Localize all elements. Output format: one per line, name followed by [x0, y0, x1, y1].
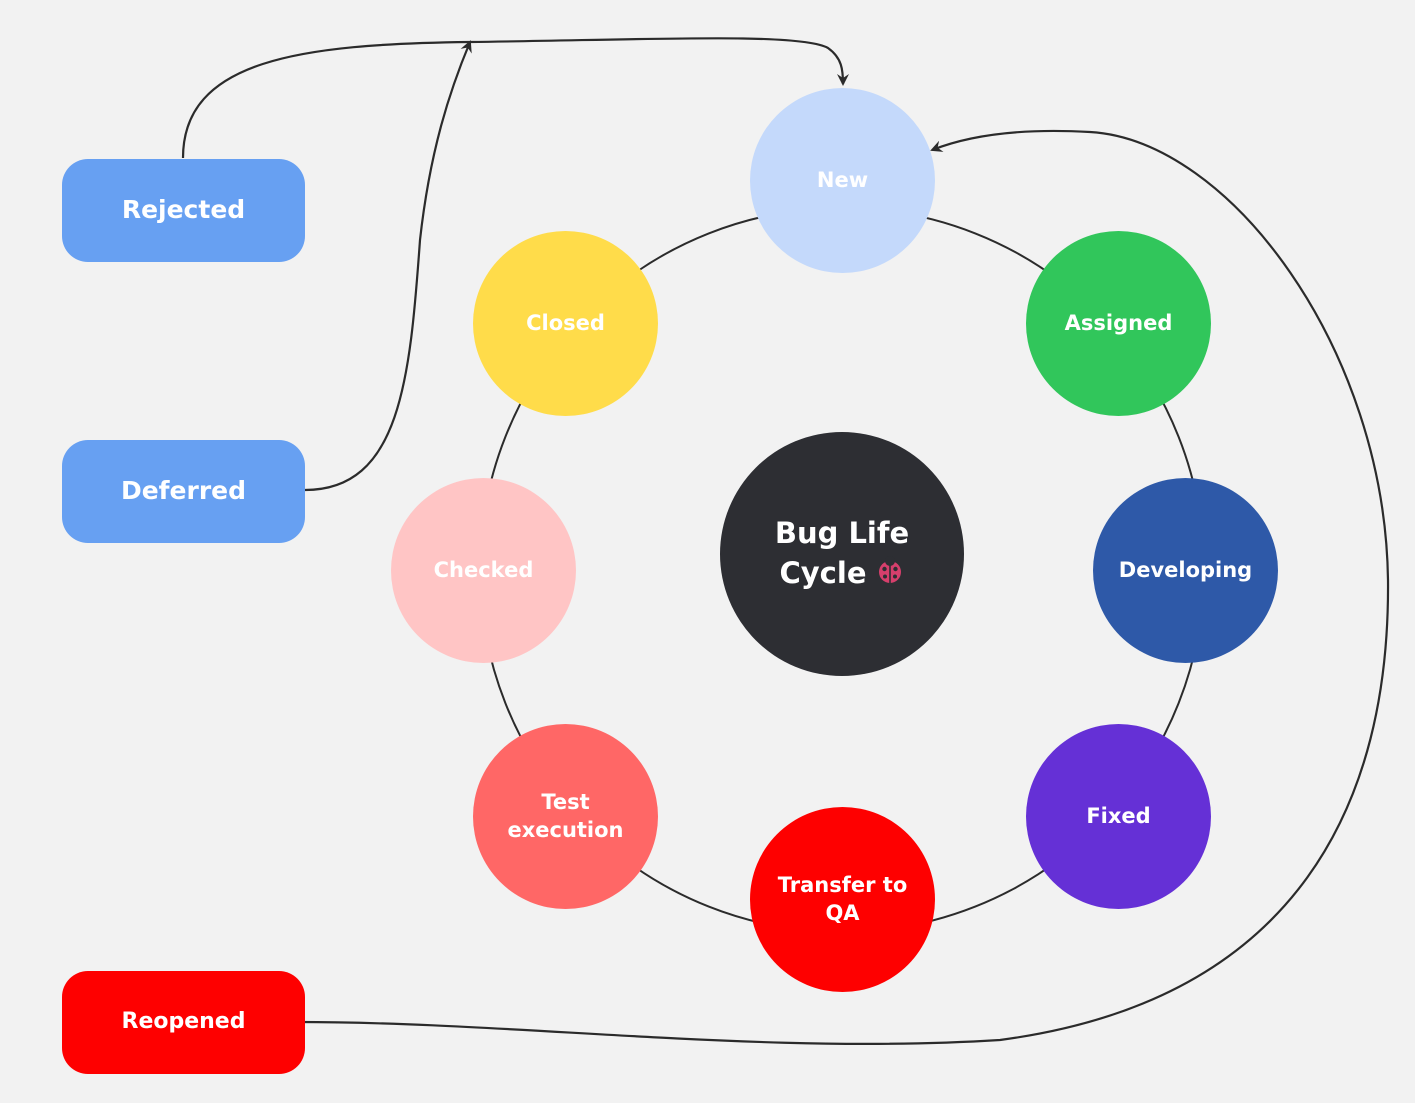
state-closed[interactable]: Closed — [473, 231, 658, 416]
center-title-line2: Cycle — [779, 556, 867, 591]
ladybug-icon — [875, 555, 905, 596]
state-transfer-to-qa[interactable]: Transfer to QA — [750, 807, 935, 992]
state-reopened[interactable]: Reopened — [62, 971, 305, 1074]
state-developing[interactable]: Developing — [1093, 478, 1278, 663]
state-test-execution-label: Test execution — [507, 790, 624, 842]
state-deferred[interactable]: Deferred — [62, 440, 305, 543]
state-rejected-label: Rejected — [121, 195, 246, 225]
state-fixed[interactable]: Fixed — [1026, 724, 1211, 909]
state-deferred-label: Deferred — [120, 476, 247, 506]
state-assigned[interactable]: Assigned — [1026, 231, 1211, 416]
state-closed-label: Closed — [526, 310, 605, 335]
state-rejected[interactable]: Rejected — [62, 159, 305, 262]
state-reopened-label: Reopened — [121, 1009, 246, 1035]
state-assigned-label: Assigned — [1064, 310, 1173, 335]
state-fixed-label: Fixed — [1086, 803, 1151, 828]
state-developing-label: Developing — [1118, 557, 1253, 582]
connector-reopened-to-new — [296, 129, 1390, 1046]
state-test-execution[interactable]: Test execution — [473, 724, 658, 909]
state-new[interactable]: New — [750, 88, 935, 273]
state-transfer-to-qa-label: Transfer to QA — [777, 873, 908, 925]
state-checked-label: Checked — [433, 557, 534, 582]
state-checked[interactable]: Checked — [391, 478, 576, 663]
connector-deferred-to-new — [304, 40, 472, 492]
center-title-node: Bug Life Cycle — [720, 432, 964, 676]
connector-rejected-to-new — [181, 37, 849, 159]
state-new-label: New — [816, 167, 869, 192]
center-title-line1: Bug Life — [774, 515, 910, 550]
